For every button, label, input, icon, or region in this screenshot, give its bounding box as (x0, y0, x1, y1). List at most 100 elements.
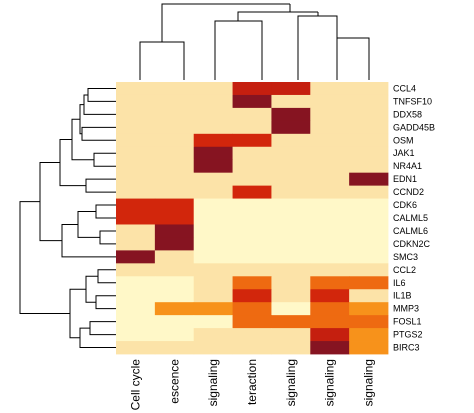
heatmap-cell (271, 341, 311, 355)
heatmap-cell (116, 211, 156, 225)
row-labels: CCL4 TNFSF10 DDX58 GADD45B OSM JAK1 NR4A1 EDN1 C… (393, 83, 435, 352)
heatmap-cell (116, 146, 156, 161)
heatmap-cell (310, 107, 350, 122)
heatmap-cell (154, 198, 195, 212)
heatmap-cell (116, 94, 156, 109)
heatmap-cell (193, 133, 233, 148)
heatmap-cell (154, 185, 195, 199)
heatmap-cell (232, 133, 272, 148)
heatmap-cell (232, 276, 272, 290)
heatmap-cells (116, 82, 389, 355)
heatmap-cell (271, 133, 311, 148)
heatmap-cell (232, 237, 272, 251)
heatmap-cell (232, 263, 272, 277)
column-label: Cell cycle (128, 359, 142, 411)
heatmap-cell (271, 263, 311, 277)
heatmap-cell (116, 250, 156, 264)
dendrogram-branch (93, 152, 116, 167)
dendrogram-branch (71, 118, 94, 161)
heatmap-cell (154, 82, 195, 96)
heatmap-cell (116, 198, 156, 212)
column-labels: Cell cycle escence signaling teraction signa… (128, 359, 375, 411)
heatmap-cell (310, 302, 350, 316)
heatmap-cell (154, 133, 195, 148)
heatmap-cell (193, 341, 233, 355)
heatmap-cell (154, 250, 195, 264)
column-label: signaling (362, 359, 376, 406)
heatmap-cell (271, 302, 311, 316)
heatmap-cell (349, 341, 389, 355)
heatmap-cell (271, 146, 311, 161)
heatmap-cell (232, 302, 272, 316)
heatmap-cell (116, 237, 156, 251)
dendrogram-branch (19, 201, 70, 315)
heatmap-cell (349, 120, 389, 135)
column-dendrogram (139, 3, 370, 80)
heatmap-cell (116, 263, 156, 277)
heatmap-cell (349, 198, 389, 212)
row-label: OSM (393, 135, 414, 145)
heatmap-cell (154, 159, 195, 174)
heatmap-cell (193, 276, 233, 290)
heatmap-cell (271, 120, 311, 135)
heatmap-cell (271, 159, 311, 174)
heatmap-cell (232, 107, 272, 122)
heatmap-cell (116, 276, 156, 290)
heatmap-cell (116, 224, 156, 238)
row-label: CDKN2C (393, 239, 431, 249)
heatmap-cell (349, 328, 389, 342)
dendrogram-branch (61, 223, 116, 258)
heatmap-cell (271, 276, 311, 290)
heatmap-cell (349, 237, 389, 251)
column-label: signaling (323, 359, 337, 406)
heatmap-cell (271, 211, 311, 225)
heatmap-cell (310, 289, 350, 303)
heatmap-cell (232, 172, 272, 187)
dendrogram-branch (39, 162, 62, 242)
heatmap-cell (154, 237, 195, 251)
heatmap-cell (310, 315, 350, 329)
heatmap-cell (310, 341, 350, 355)
heatmap-cell (193, 328, 233, 342)
row-label: BIRC3 (393, 343, 420, 353)
heatmap-cell (154, 302, 195, 316)
dendrogram-branch (85, 178, 116, 193)
row-label: CCL4 (393, 83, 416, 93)
heatmap-cell (154, 146, 195, 161)
heatmap-cell (154, 94, 195, 109)
heatmap-cell (310, 172, 350, 187)
heatmap-cell (271, 224, 311, 238)
heatmap-cell (310, 237, 350, 251)
row-label: SMC3 (393, 252, 418, 262)
heatmap-cell (232, 159, 272, 174)
heatmap-cell (232, 211, 272, 225)
heatmap-cell (193, 315, 233, 329)
heatmap-cell (271, 172, 311, 187)
heatmap-cell (232, 289, 272, 303)
dendrogram-branch (81, 126, 116, 141)
dendrogram-branch (87, 87, 116, 102)
heatmap-cell (193, 263, 233, 277)
row-label: DDX58 (393, 109, 422, 119)
row-label: GADD45B (393, 122, 435, 132)
heatmap-cell (349, 82, 389, 96)
heatmap-cell (193, 289, 233, 303)
column-label: escence (167, 359, 181, 404)
column-label: signaling (206, 359, 220, 406)
dendrogram-branch (83, 94, 116, 115)
heatmap-cell (349, 133, 389, 148)
heatmap-cell (154, 263, 195, 277)
heatmap-cell (232, 224, 272, 238)
heatmap-cell (154, 276, 195, 290)
heatmap-cell (310, 263, 350, 277)
heatmap-cell (232, 198, 272, 212)
heatmap-cell (116, 328, 156, 342)
heatmap-cell (349, 185, 389, 199)
heatmap-cell (349, 107, 389, 122)
heatmap-cell (349, 250, 389, 264)
column-label: signaling (284, 359, 298, 406)
heatmap-cell (116, 172, 156, 187)
row-label: NR4A1 (393, 161, 422, 171)
heatmap-cell (310, 94, 350, 109)
